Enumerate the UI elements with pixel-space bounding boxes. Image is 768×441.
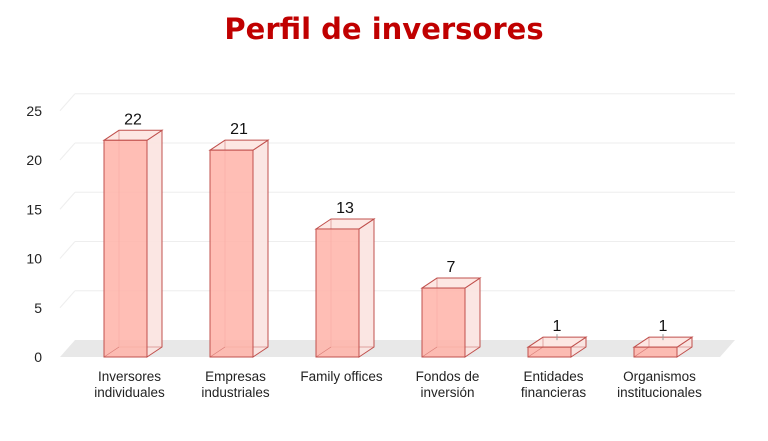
bar-front <box>103 139 148 358</box>
y-tick-label: 5 <box>34 300 42 316</box>
bar-front <box>315 228 360 358</box>
data-label: 21 <box>230 121 248 138</box>
data-label: 1 <box>553 318 562 335</box>
bar-front <box>209 149 254 358</box>
gridline-diagonal <box>59 93 76 112</box>
bar-side <box>464 277 481 358</box>
bar-front <box>421 287 466 358</box>
y-tick-label: 25 <box>26 103 42 119</box>
bar <box>526 336 588 358</box>
x-category-label: Family offices <box>300 369 383 384</box>
y-tick-label: 10 <box>26 251 42 267</box>
bar <box>632 336 694 358</box>
chart-title: Perfil de inversores <box>224 12 544 46</box>
bar <box>420 277 482 358</box>
bar-depth-edge <box>209 346 226 358</box>
x-category-label: Fondos de inversión <box>416 369 480 400</box>
gridline-diagonal <box>59 191 76 210</box>
bar-front <box>527 346 572 358</box>
y-tick-label: 15 <box>26 201 42 217</box>
bar <box>314 218 376 358</box>
bar-side <box>252 139 269 358</box>
gridline-diagonal <box>59 290 76 309</box>
bar <box>102 129 164 358</box>
bar-side <box>358 218 375 358</box>
data-label: 13 <box>336 200 354 217</box>
x-category-label: Organismos institucionales <box>617 369 702 400</box>
bar <box>208 139 270 358</box>
y-tick-label: 0 <box>34 349 42 365</box>
bar-front <box>633 346 678 358</box>
bar-side <box>146 129 163 358</box>
bar-depth-edge <box>103 346 120 358</box>
bar-depth-edge <box>315 346 332 358</box>
bar-depth-edge <box>527 346 544 358</box>
x-category-label: Entidades financieras <box>521 369 587 400</box>
gridline-diagonal <box>59 142 76 161</box>
bar-depth-edge <box>633 346 650 358</box>
bar-depth-edge <box>421 346 438 358</box>
data-label: 22 <box>124 111 142 128</box>
data-label: 1 <box>659 318 668 335</box>
x-category-label: Inversores individuales <box>94 369 165 400</box>
gridline-diagonal <box>59 241 76 259</box>
x-category-label: Empresas industriales <box>201 369 270 400</box>
y-tick-label: 20 <box>26 152 42 168</box>
data-label: 7 <box>447 259 456 276</box>
